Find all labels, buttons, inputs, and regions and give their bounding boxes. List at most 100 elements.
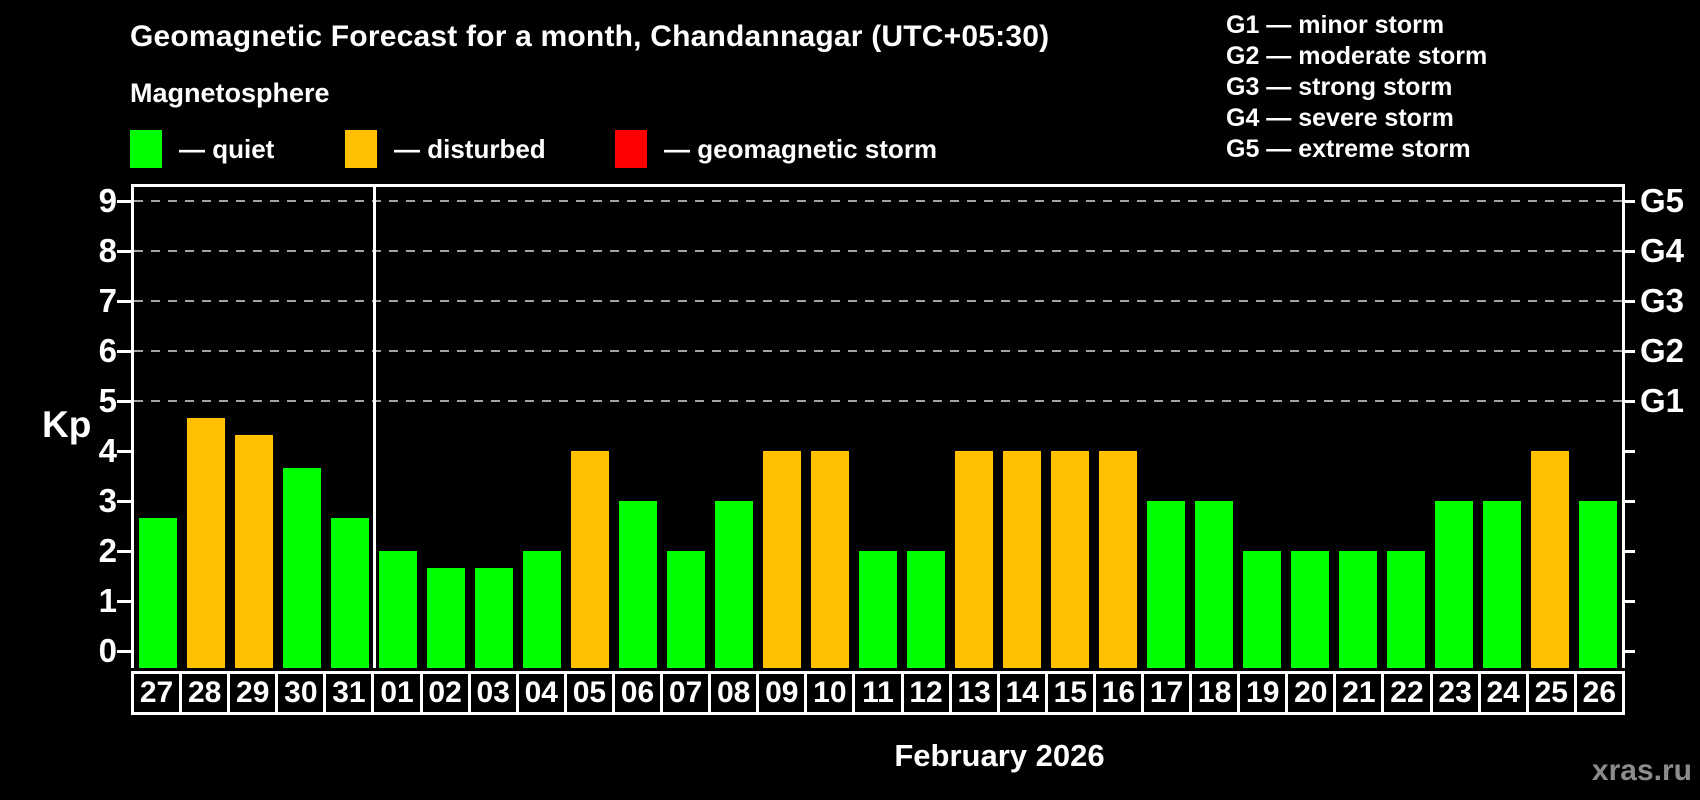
y-tick-right-8 (1625, 250, 1635, 253)
kp-bar-day-15 (1051, 451, 1089, 668)
day-label-22: 22 (1381, 671, 1433, 715)
quiet-color-swatch (130, 130, 162, 168)
gridline-kp-5 (134, 400, 1622, 402)
kp-bar-day-21 (1339, 551, 1377, 668)
legend-item-disturbed: — disturbed (345, 130, 546, 168)
x-axis-title: February 2026 (894, 738, 1105, 773)
y-tick-right-3 (1625, 500, 1635, 503)
day-label-26: 26 (1573, 671, 1625, 715)
gridline-kp-9 (134, 200, 1622, 202)
g2-legend-line: G2 — moderate storm (1226, 42, 1488, 70)
y-tick-right-9 (1625, 200, 1635, 203)
day-label-04: 04 (515, 671, 567, 715)
kp-bar-day-30 (283, 467, 321, 668)
legend-item-quiet: — quiet (130, 130, 274, 168)
day-label-06: 06 (611, 671, 664, 715)
right-axis-label-g4: G4 (1640, 232, 1685, 269)
gridline-kp-6 (134, 350, 1622, 352)
y-tick-left-5 (117, 400, 131, 403)
y-tick-left-7 (117, 300, 131, 303)
day-label-23: 23 (1429, 671, 1481, 715)
kp-bar-day-17 (1147, 501, 1185, 668)
kp-bar-day-06 (619, 501, 657, 668)
gridline-kp-8 (134, 250, 1622, 252)
y-tick-left-4 (117, 450, 131, 453)
storm-color-swatch (615, 130, 647, 168)
kp-bar-day-28 (187, 417, 225, 668)
legend-item-storm: — geomagnetic storm (615, 130, 937, 168)
kp-bar-day-27 (139, 517, 177, 668)
day-label-14: 14 (996, 671, 1048, 715)
kp-bar-day-23 (1435, 501, 1473, 668)
y-tick-left-2 (117, 550, 131, 553)
y-tick-label-8: 8 (98, 232, 117, 269)
day-label-05: 05 (563, 671, 615, 715)
day-label-13: 13 (948, 671, 1000, 715)
kp-bar-day-01 (379, 551, 417, 668)
g4-legend-line: G4 — severe storm (1226, 104, 1454, 132)
y-axis-title: Kp (42, 404, 92, 445)
y-tick-label-1: 1 (98, 582, 117, 619)
day-label-11: 11 (852, 671, 904, 715)
kp-bar-day-10 (811, 451, 849, 668)
kp-bar-day-18 (1195, 501, 1233, 668)
y-tick-right-1 (1625, 600, 1635, 603)
kp-bar-day-08 (715, 501, 753, 668)
right-axis-label-g2: G2 (1640, 332, 1685, 369)
month-separator (372, 187, 376, 668)
y-tick-label-6: 6 (98, 332, 117, 369)
day-labels-row: 27 28 29 30 31 01 02 03 04 05 06 07 08 09 10 11 12 13 14 15… (131, 671, 1625, 715)
y-tick-right-7 (1625, 300, 1635, 303)
kp-bar-day-19 (1243, 551, 1281, 668)
y-tick-label-3: 3 (98, 482, 117, 519)
day-label-17: 17 (1140, 671, 1193, 715)
day-label-18: 18 (1189, 671, 1241, 715)
day-label-09: 09 (756, 671, 808, 715)
y-tick-label-7: 7 (98, 282, 117, 319)
right-axis-label-g1: G1 (1640, 382, 1685, 419)
day-label-16: 16 (1092, 671, 1144, 715)
kp-bar-day-03 (475, 567, 513, 668)
day-label-31: 31 (323, 671, 375, 715)
plot-area (131, 184, 1625, 668)
y-tick-right-0 (1625, 650, 1635, 653)
day-label-30: 30 (275, 671, 327, 715)
day-label-07: 07 (660, 671, 712, 715)
kp-bar-day-04 (523, 551, 561, 668)
g5-legend-line: G5 — extreme storm (1226, 135, 1471, 163)
disturbed-color-swatch (345, 130, 377, 168)
y-tick-right-6 (1625, 350, 1635, 353)
kp-bar-day-07 (667, 551, 705, 668)
y-tick-left-0 (117, 650, 131, 653)
storm-label: — geomagnetic storm (664, 134, 938, 164)
kp-bar-day-16 (1099, 451, 1137, 668)
right-axis-label-g5: G5 (1640, 182, 1685, 219)
y-tick-label-5: 5 (98, 382, 117, 419)
y-tick-left-3 (117, 500, 131, 503)
y-tick-left-1 (117, 600, 131, 603)
kp-bar-day-31 (331, 517, 369, 668)
kp-bar-day-14 (1003, 451, 1041, 668)
y-tick-label-0: 0 (98, 632, 117, 669)
right-axis-label-g3: G3 (1640, 282, 1685, 319)
g3-legend-line: G3 — strong storm (1226, 73, 1453, 101)
day-label-20: 20 (1285, 671, 1337, 715)
disturbed-label: — disturbed (394, 134, 546, 164)
day-label-29: 29 (227, 671, 279, 715)
day-label-25: 25 (1525, 671, 1577, 715)
kp-bar-day-25 (1531, 451, 1569, 668)
day-label-21: 21 (1333, 671, 1385, 715)
y-tick-label-9: 9 (98, 182, 117, 219)
kp-bar-day-24 (1483, 501, 1521, 668)
day-label-02: 02 (419, 671, 471, 715)
y-tick-left-6 (117, 350, 131, 353)
kp-bar-day-12 (907, 551, 945, 668)
kp-bar-day-13 (955, 451, 993, 668)
y-tick-right-5 (1625, 400, 1635, 403)
day-label-28: 28 (179, 671, 231, 715)
day-label-19: 19 (1237, 671, 1289, 715)
day-label-10: 10 (804, 671, 856, 715)
day-label-27: 27 (131, 671, 183, 715)
kp-bar-day-11 (859, 551, 897, 668)
day-label-03: 03 (467, 671, 519, 715)
